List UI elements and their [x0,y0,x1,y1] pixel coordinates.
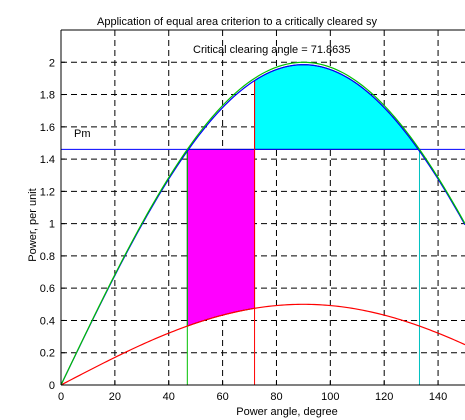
x-tick-label: 120 [375,391,393,403]
fault-curve [61,303,465,385]
y-tick-label: 0.6 [40,283,55,295]
critical-angle-annotation: Critical clearing angle = 71.8635 [193,44,350,56]
chart-title: Application of equal area criterion to a… [97,16,378,28]
y-tick-label: 1.6 [40,122,55,134]
x-tick-label: 0 [58,391,64,403]
y-tick-label: 0.4 [40,315,55,327]
x-tick-label: 80 [270,391,282,403]
x-tick-label: 20 [109,391,121,403]
y-tick-label: 1.2 [40,186,55,198]
y-axis-label: Power, per unit [27,188,39,261]
x-tick-label: 100 [321,391,339,403]
y-tick-label: 0.2 [40,348,55,360]
x-axis-label: Power angle, degree [236,406,338,418]
prefault-curve [61,61,465,385]
accelerating-area [186,148,256,327]
y-tick-label: 1.8 [40,90,55,102]
pm-annotation: Pm [74,128,91,140]
plot-area [61,30,465,385]
y-tick-label: 2 [49,57,55,69]
x-tick-label: 40 [163,391,175,403]
y-tick-label: 0.8 [40,251,55,263]
x-tick-label: 140 [429,391,447,403]
decelerating-area [254,64,421,152]
x-tick-label: 60 [216,391,228,403]
y-tick-label: 1.4 [40,154,55,166]
y-tick-label: 1 [49,219,55,231]
y-tick-label: 0 [49,380,55,392]
